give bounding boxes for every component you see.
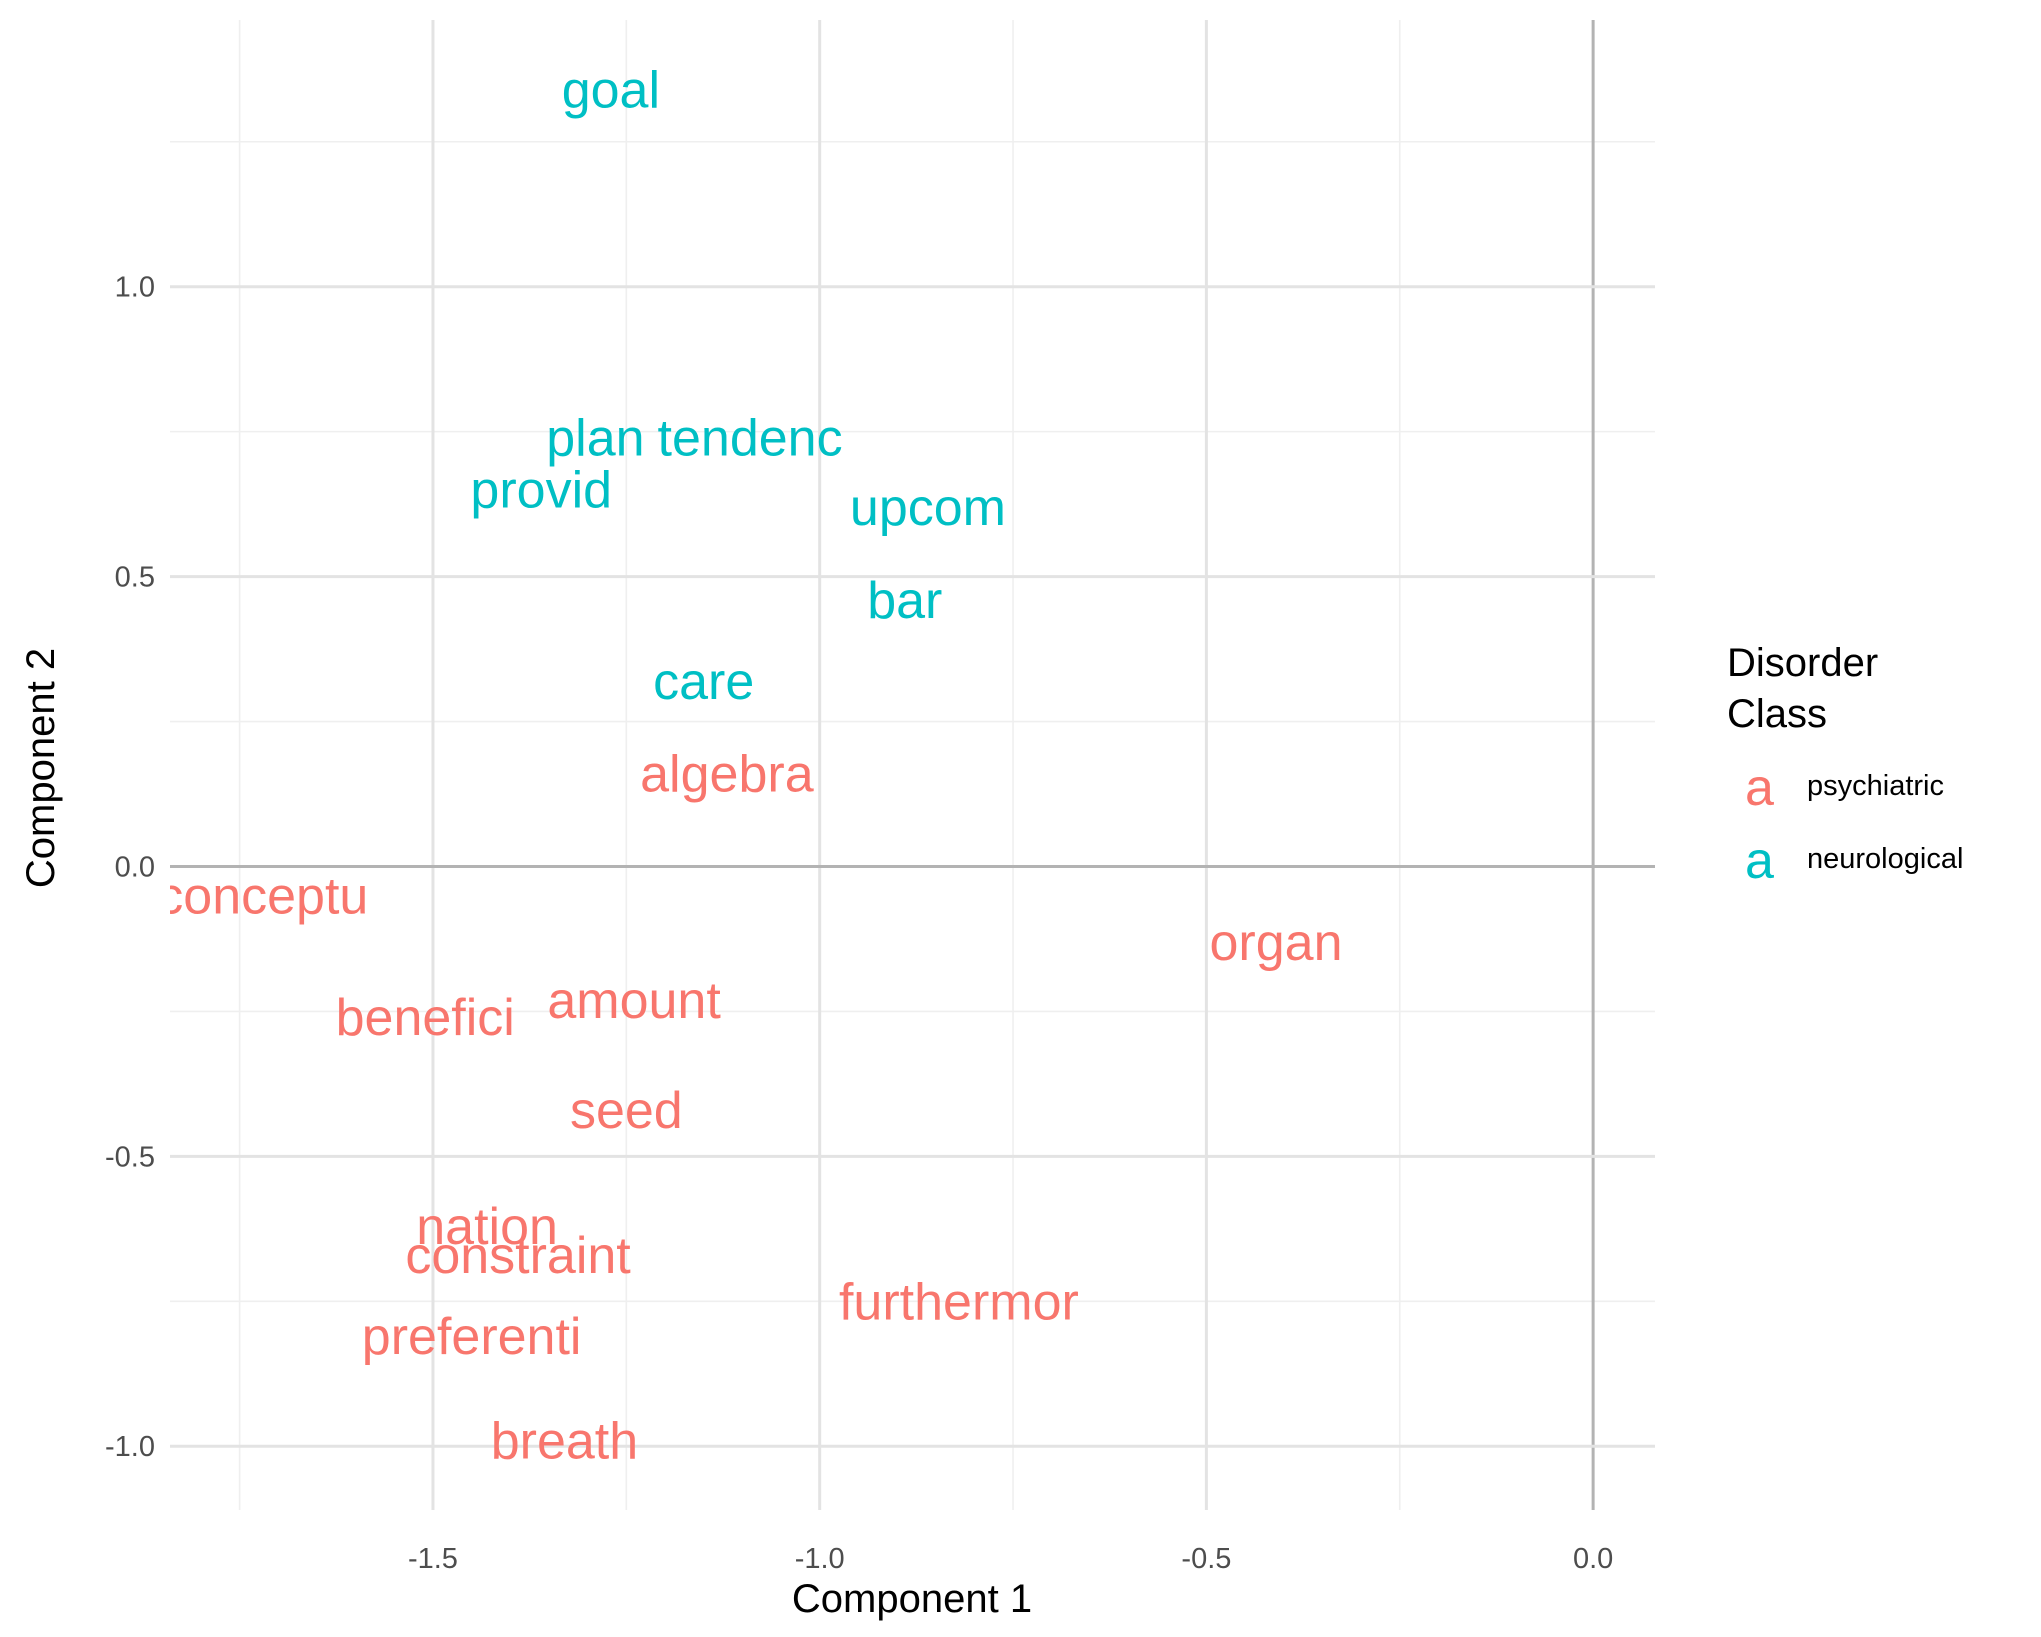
word-label-care: care [653,653,754,711]
word-label-organ: organ [1210,914,1343,972]
y-tick-label: -0.5 [105,1141,155,1173]
word-label-seed: seed [570,1082,683,1140]
word-label-furthermor: furthermor [839,1273,1079,1331]
legend-entry-neurological: a neurological [1745,832,1963,890]
legend-key-psychiatric: a [1745,759,1774,817]
word-label-benefici: benefici [336,989,515,1047]
y-tick-label: 1.0 [115,272,155,304]
word-labels: algebra conceptu organ amount benefici seedna… [157,62,1343,1471]
word-label-amount: amount [547,972,721,1030]
legend-entry-psychiatric: a psychiatric [1745,759,1944,817]
x-tick-label: -1.0 [795,1543,845,1575]
word-label-tendenc: tendenc [658,409,843,467]
x-tick-label: -1.5 [408,1543,458,1575]
y-tick-label: 0.5 [115,562,155,594]
word-label-upcom: upcom [850,479,1006,537]
word-label-conceptu: conceptu [157,867,368,925]
x-tick-label: 0.0 [1573,1543,1613,1575]
legend-key-neurological: a [1745,832,1774,890]
word-label-preferenti: preferenti [362,1308,582,1366]
word-label-constraint: constraint [405,1227,631,1285]
word-label-nation: nation [416,1198,558,1256]
y-axis-title: Component 2 [19,648,63,888]
legend-label-neurological: neurological [1807,843,1963,875]
word-label-bar: bar [867,572,942,630]
x-tick-label: -0.5 [1181,1543,1231,1575]
x-axis-title: Component 1 [792,1577,1032,1621]
word-label-provid: provid [470,462,612,520]
word-label-plan: plan [546,409,644,467]
y-tick-label: 0.0 [115,851,155,883]
y-tick-label: -1.0 [105,1431,155,1463]
word-label-algebra: algebra [640,746,814,804]
grid [170,20,1655,1510]
legend-label-psychiatric: psychiatric [1807,770,1944,802]
legend: Disorder Class a psychiatric a neurologi… [1727,641,1963,890]
word-label-goal: goal [562,62,660,120]
tick-labels: -1.5 -1.0 -0.5 0.0 -1.0 -0.5 0.0 0.5 1.0 [105,272,1613,1575]
legend-title-line-2: Class [1727,692,1827,736]
legend-title-line-1: Disorder [1727,641,1878,685]
word-label-breath: breath [491,1412,638,1470]
